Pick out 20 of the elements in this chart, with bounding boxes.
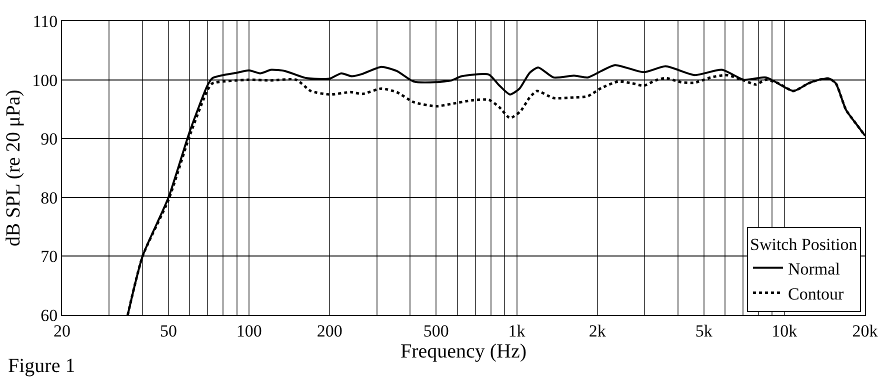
y-tick-label: 80 [40, 188, 58, 208]
legend-label: Normal [788, 259, 840, 278]
y-tick-label: 90 [40, 130, 58, 149]
x-tick-label: 1k [508, 321, 526, 340]
caption: Figure 1 [8, 355, 76, 377]
x-tick-label: 10k [772, 321, 798, 340]
x-axis-title: Frequency (Hz) [400, 340, 527, 362]
y-tick-label: 110 [32, 12, 58, 31]
x-tick-label: 2k [588, 321, 606, 340]
y-tick-label: 70 [40, 247, 58, 266]
x-tick-label: 100 [236, 321, 262, 340]
x-tick-label: 5k [695, 321, 713, 340]
x-tick-label: 200 [316, 321, 342, 340]
x-tick-label: 20k [852, 321, 878, 340]
y-tick-label: 100 [32, 70, 58, 90]
y-axis-title: dB SPL (re 20 μPa) [2, 90, 25, 246]
x-tick-label: 500 [423, 321, 449, 340]
x-tick-label: 50 [160, 321, 178, 340]
legend-title: Switch Position [750, 235, 858, 254]
legend-label: Contour [788, 284, 844, 304]
